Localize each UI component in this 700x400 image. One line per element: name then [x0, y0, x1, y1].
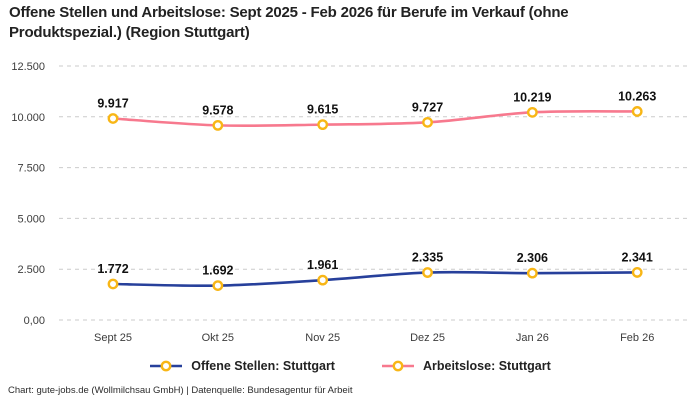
svg-text:1.772: 1.772 [97, 262, 128, 276]
svg-text:9.917: 9.917 [97, 96, 128, 110]
svg-text:Okt 25: Okt 25 [202, 332, 234, 344]
svg-text:1.692: 1.692 [202, 264, 233, 278]
legend-line-marker-icon [381, 360, 414, 372]
chart-title: Offene Stellen und Arbeitslose: Sept 202… [9, 4, 569, 41]
svg-text:7.500: 7.500 [17, 163, 45, 175]
svg-text:Dez 25: Dez 25 [410, 332, 445, 344]
svg-text:5.000: 5.000 [17, 213, 45, 225]
svg-text:1.961: 1.961 [307, 258, 338, 272]
svg-text:10.263: 10.263 [618, 89, 656, 103]
legend-item-arbeitslose[interactable]: Arbeitslose: Stuttgart [381, 359, 551, 373]
legend-line-marker-icon [150, 360, 183, 372]
svg-text:2.500: 2.500 [17, 264, 45, 276]
legend-item-offene-stellen[interactable]: Offene Stellen: Stuttgart [149, 359, 335, 373]
svg-text:10.000: 10.000 [11, 112, 45, 124]
svg-text:9.727: 9.727 [412, 100, 443, 114]
svg-text:12.500: 12.500 [11, 61, 45, 73]
svg-text:9.615: 9.615 [307, 103, 338, 117]
svg-text:9.578: 9.578 [202, 103, 233, 117]
svg-text:Feb 26: Feb 26 [620, 332, 654, 344]
svg-text:0,00: 0,00 [24, 315, 45, 327]
svg-text:Sept 25: Sept 25 [94, 332, 132, 344]
svg-text:2.341: 2.341 [622, 250, 653, 264]
svg-text:Nov 25: Nov 25 [305, 332, 340, 344]
svg-text:10.219: 10.219 [513, 90, 551, 104]
svg-text:2.306: 2.306 [517, 251, 548, 265]
legend-label-arbeitslose: Arbeitslose: Stuttgart [422, 359, 551, 373]
legend-label-offene-stellen: Offene Stellen: Stuttgart [191, 359, 335, 373]
svg-text:Jan 26: Jan 26 [516, 332, 549, 344]
attribution-text: Chart: gute-jobs.de (Wollmilchsau GmbH) … [8, 385, 353, 396]
legend: Offene Stellen: Stuttgart Arbeitslose: S… [0, 359, 700, 373]
svg-text:2.335: 2.335 [412, 251, 443, 265]
line-chart: 0,00 2.500 5.000 7.500 10.000 12.500 Sept 25 Ok… [11, 61, 688, 344]
